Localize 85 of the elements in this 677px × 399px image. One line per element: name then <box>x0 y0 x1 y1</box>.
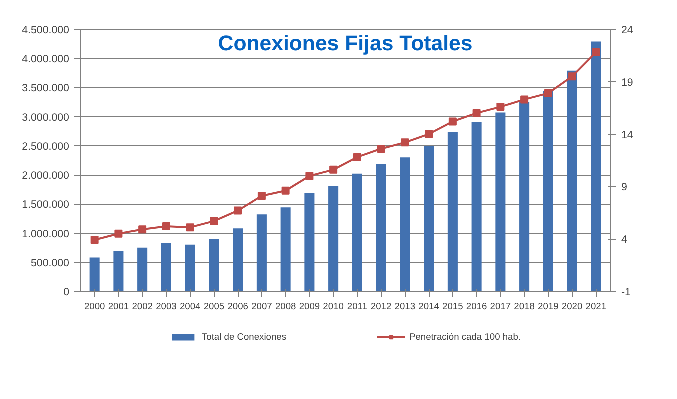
point <box>90 236 99 244</box>
y2-tick-label: 14 <box>622 129 634 142</box>
bar <box>543 91 554 292</box>
y-tick-label: 2.500.000 <box>22 140 70 153</box>
x-tick-label: 2012 <box>370 302 392 312</box>
y2-tick-label: -1 <box>622 286 632 298</box>
bar <box>161 243 172 292</box>
bar <box>376 164 386 292</box>
y-tick-label: 0 <box>64 286 70 298</box>
y-tick-label: 1.500.000 <box>22 199 70 212</box>
x-tick-label: 2003 <box>156 302 177 312</box>
point <box>401 138 410 147</box>
point <box>377 144 386 153</box>
point <box>425 130 434 138</box>
bar <box>520 102 530 292</box>
x-tick-label: 2009 <box>299 302 320 312</box>
y2-tick-label: 4 <box>622 234 628 246</box>
legend-label: Total de Conexiones <box>202 332 287 342</box>
bar <box>448 132 458 292</box>
point <box>544 89 552 98</box>
x-tick-label: 2002 <box>132 302 153 312</box>
x-tick-label: 2016 <box>466 302 488 312</box>
bar <box>424 146 434 292</box>
point <box>592 48 600 57</box>
point <box>138 226 147 234</box>
point <box>186 224 194 232</box>
x-tick-label: 2021 <box>586 302 607 312</box>
x-tick-label: 2001 <box>108 302 130 312</box>
y-tick-label: 2.000.000 <box>22 170 70 182</box>
bar <box>304 193 315 292</box>
point <box>162 222 170 231</box>
point <box>472 109 481 118</box>
x-tick-label: 2013 <box>394 302 416 312</box>
bar <box>280 208 291 292</box>
point <box>114 230 123 238</box>
x-tick-label: 2018 <box>514 302 535 312</box>
point <box>234 206 242 215</box>
y2-tick-label: 24 <box>622 24 634 36</box>
bar <box>472 122 482 292</box>
bar <box>400 158 410 292</box>
bar <box>328 186 339 292</box>
point <box>210 217 218 226</box>
point <box>258 192 266 200</box>
y-tick-label: 4.000.000 <box>22 54 70 66</box>
point <box>496 103 505 112</box>
x-tick-label: 2017 <box>490 302 512 312</box>
x-tick-label: 2010 <box>323 302 344 312</box>
bar <box>185 244 196 292</box>
x-tick-label: 2007 <box>252 302 272 312</box>
x-tick-label: 2008 <box>275 302 296 312</box>
point <box>306 172 314 180</box>
bar <box>114 251 124 292</box>
bar <box>352 174 362 292</box>
point <box>568 72 576 81</box>
point <box>330 166 338 174</box>
legend-label: Penetración cada 100 hab. <box>410 332 522 342</box>
bar <box>567 70 578 292</box>
point <box>353 153 362 162</box>
bar <box>138 248 148 292</box>
x-tick-label: 2004 <box>180 302 201 312</box>
y-tick-label: 500.000 <box>30 257 70 270</box>
y-tick-label: 3.500.000 <box>22 82 70 95</box>
x-tick-label: 2020 <box>562 302 583 312</box>
point <box>520 96 529 104</box>
x-tick-label: 2015 <box>442 302 464 312</box>
bar <box>233 228 244 292</box>
x-tick-label: 2014 <box>418 302 440 312</box>
bar <box>591 42 602 292</box>
x-tick-label: 2011 <box>347 302 368 312</box>
x-tick-label: 2006 <box>228 302 248 312</box>
point <box>448 118 457 126</box>
point <box>282 186 290 195</box>
y-tick-label: 1.000.000 <box>22 228 70 240</box>
y2-tick-label: 9 <box>622 182 628 194</box>
x-tick-label: 2000 <box>84 302 106 312</box>
y-tick-label: 4.500.000 <box>22 24 70 36</box>
bar <box>90 258 100 292</box>
bar <box>209 239 220 292</box>
x-tick-label: 2005 <box>204 302 225 312</box>
y-tick-label: 3.000.000 <box>22 112 70 124</box>
chart-title: Conexiones Fijas Totales <box>218 32 473 56</box>
y2-tick-label: 19 <box>622 76 634 89</box>
x-tick-label: 2019 <box>538 302 559 312</box>
bar <box>496 112 506 292</box>
bar <box>256 214 267 292</box>
